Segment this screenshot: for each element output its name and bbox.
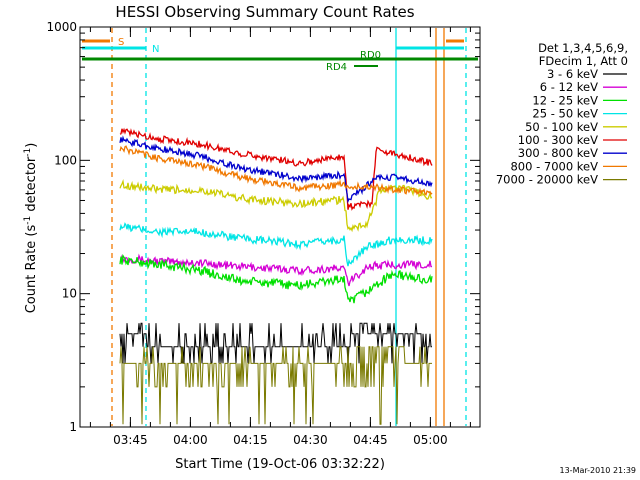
chart-title: HESSI Observing Summary Count Rates	[115, 3, 414, 21]
x-tick-label: 05:00	[413, 433, 448, 447]
flag-rd0-label: RD0	[360, 50, 381, 61]
series-9-line	[119, 346, 432, 425]
series-6-line	[119, 127, 433, 211]
series-4-line	[119, 222, 433, 267]
legend: Det 1,3,4,5,6,9, FDecim 1, Att 0 3 - 6 k…	[496, 41, 628, 187]
series-7-line	[119, 135, 433, 204]
series-8-line	[119, 145, 433, 196]
x-tick-label: 04:15	[233, 433, 268, 447]
series-1-line	[119, 322, 432, 364]
legend-entry-8: 800 - 7000 keV	[510, 159, 598, 173]
legend-entry-3: 12 - 25 keV	[532, 93, 598, 107]
series-1	[119, 322, 432, 364]
flag-rd4-label: RD4	[326, 62, 347, 73]
series-3	[119, 253, 433, 304]
flag-rd4: RD4	[326, 62, 378, 73]
legend-header-line-2: FDecim 1, Att 0	[539, 54, 628, 68]
series-8	[119, 145, 433, 196]
y-axis-label: Count Rate (s-1 detector-1)	[23, 143, 39, 314]
flag-n: N	[82, 44, 464, 55]
series-9	[119, 346, 432, 425]
y-tick-label: 100	[54, 153, 77, 167]
x-tick-label: 04:00	[173, 433, 208, 447]
x-tick-label: 04:45	[353, 433, 388, 447]
legend-entry-1: 3 - 6 keV	[547, 67, 598, 81]
series-3-line	[119, 253, 433, 304]
flag-s-label: S	[118, 37, 124, 48]
x-tick-label: 03:45	[113, 433, 148, 447]
series-2-line	[119, 253, 433, 287]
y-tick-label: 10	[62, 287, 77, 301]
series-4	[119, 222, 433, 267]
series-5-line	[119, 178, 433, 233]
legend-entry-5: 50 - 100 keV	[525, 120, 598, 134]
plot-frame	[79, 26, 481, 428]
x-tick-label: 04:30	[293, 433, 328, 447]
legend-entry-9: 7000 - 20000 keV	[496, 173, 598, 187]
legend-entry-2: 6 - 12 keV	[540, 80, 598, 94]
series-7	[119, 135, 433, 204]
legend-entry-7: 300 - 800 keV	[518, 146, 598, 160]
legend-entry-4: 25 - 50 keV	[532, 107, 598, 121]
series-6	[119, 127, 433, 211]
legend-entry-6: 100 - 300 keV	[518, 133, 598, 147]
y-tick-label: 1000	[46, 20, 77, 34]
timestamp: 13-Mar-2010 21:39	[560, 466, 637, 475]
x-axis-label: Start Time (19-Oct-06 03:32:22)	[175, 457, 385, 472]
legend-header-line-1: Det 1,3,4,5,6,9,	[538, 41, 628, 55]
flag-rd0: RD0	[82, 50, 478, 61]
flag-s: S	[82, 37, 464, 48]
series-5	[119, 178, 433, 233]
y-tick-label: 1	[69, 420, 77, 434]
flag-n-label: N	[152, 44, 159, 55]
series-2	[119, 253, 433, 287]
